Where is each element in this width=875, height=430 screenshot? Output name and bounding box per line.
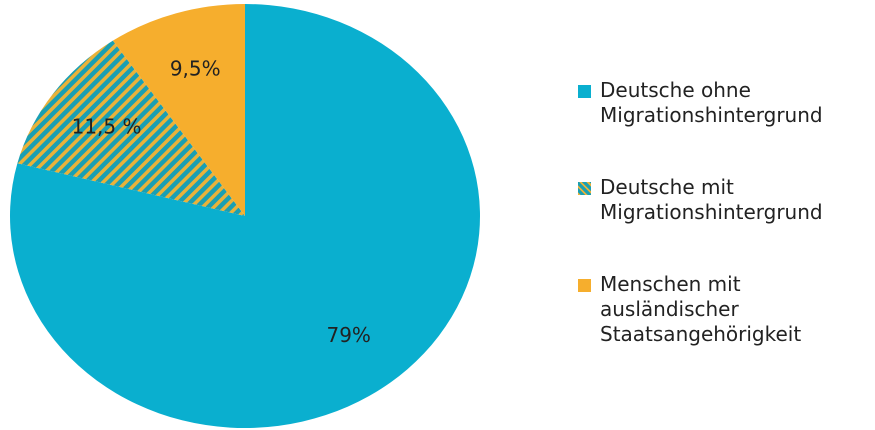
pie-slice (112, 4, 246, 216)
legend-label: Deutsche ohne Migrationshintergrund (600, 78, 823, 127)
legend-entry: Deutsche mit Migrationshintergrund (578, 175, 868, 225)
legend-swatch (578, 279, 591, 292)
data-label: 79% (326, 323, 370, 347)
legend-label: Deutsche mit Migrationshintergrund (600, 175, 823, 224)
legend-entry: Menschen mit ausländischer Staatsangehör… (578, 272, 868, 347)
legend-entry: Deutsche ohne Migrationshintergrund (578, 78, 868, 128)
pie-slice (17, 40, 245, 216)
legend-swatch (578, 85, 591, 98)
legend-label: Menschen mit ausländischer Staatsangehör… (600, 272, 802, 346)
legend: Deutsche ohne Migrationshintergrund Deuts… (578, 78, 868, 394)
data-label: 9,5% (170, 57, 221, 81)
legend-swatch (578, 182, 591, 195)
data-label: 11,5 % (72, 115, 142, 139)
